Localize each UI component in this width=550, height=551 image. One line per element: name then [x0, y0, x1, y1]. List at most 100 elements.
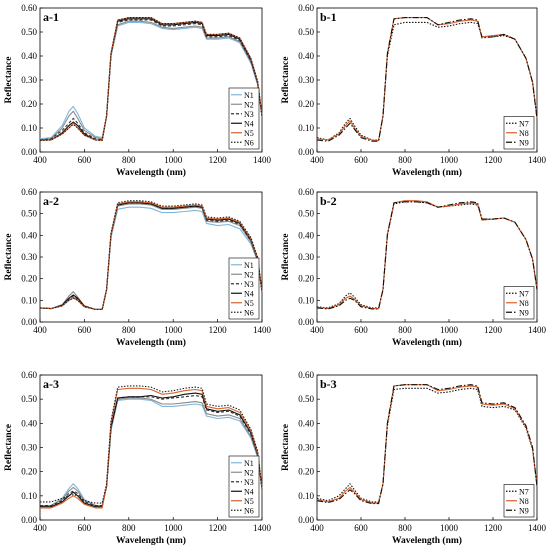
y-tick-label: 0.30	[21, 252, 37, 262]
y-tick-label: 0.00	[298, 317, 314, 327]
y-tick-label: 0.20	[298, 274, 314, 284]
series-line-N6	[39, 200, 263, 310]
y-tick-label: 0.10	[21, 123, 37, 133]
y-tick-label: 0.20	[21, 467, 37, 477]
legend-entry-N5: N5	[244, 497, 254, 506]
chart-panel-b-3: 400 600 800 1000 1200 1400 0.00 0.10 0.20 0.30 0.4…	[281, 370, 547, 546]
legend-entry-N8: N8	[519, 129, 529, 138]
y-axis-label: Reflectance	[281, 424, 291, 471]
y-tick-label: 0.40	[298, 51, 314, 61]
series-line-N3	[39, 19, 263, 141]
series-line-N9	[316, 201, 538, 310]
x-tick-label: 400	[33, 155, 47, 165]
series-line-N5	[39, 201, 263, 310]
x-tick-label: 1200	[209, 325, 228, 335]
series-line-N4	[40, 18, 263, 141]
y-axis-label: Reflectance	[281, 234, 291, 281]
series-line-N2	[40, 397, 263, 507]
x-tick-label: 600	[78, 325, 92, 335]
x-axis-label: Wavelength (nm)	[392, 535, 462, 546]
x-tick-label: 800	[122, 523, 136, 533]
legend-box	[228, 257, 260, 320]
series-line-N3	[40, 394, 263, 507]
chart-panel-a-2: 400 600 800 1000 1200 1400 0.00 0.10 0.20 0.30 0.4…	[4, 187, 272, 348]
x-tick-label: 1400	[528, 523, 547, 533]
chart-panel-a-1: 400 600 800 1000 1200 1400 0.00 0.10 0.20 0.30 0.4…	[4, 3, 272, 178]
y-tick-label: 0.40	[21, 51, 37, 61]
panel-label: a-2	[43, 194, 59, 208]
y-tick-label: 0.00	[298, 515, 314, 525]
legend-entry-N2: N2	[244, 468, 254, 477]
x-tick-label: 1200	[209, 155, 228, 165]
y-tick-label: 0.30	[21, 443, 37, 453]
x-tick-label: 600	[354, 523, 368, 533]
plot-frame	[39, 374, 263, 521]
series-line-N7	[316, 201, 538, 309]
legend-entry-N5: N5	[244, 299, 254, 308]
plot-frame	[39, 7, 263, 153]
y-tick-label: 0.00	[21, 147, 37, 157]
x-tick-label: 1000	[440, 523, 459, 533]
x-tick-label: 400	[33, 325, 47, 335]
y-tick-label: 0.10	[298, 123, 314, 133]
legend-entry-N2: N2	[244, 100, 254, 109]
y-tick-label: 0.10	[298, 295, 314, 305]
y-tick-label: 0.00	[21, 317, 37, 327]
y-tick-label: 0.30	[298, 443, 314, 453]
legend-box	[503, 484, 535, 518]
y-tick-label: 0.10	[21, 295, 37, 305]
series-line-N5	[40, 387, 263, 509]
y-tick-label: 0.50	[298, 394, 314, 404]
y-axis-label: Reflectance	[4, 234, 14, 281]
y-axis-label: Reflectance	[4, 424, 14, 471]
legend-entry-N6: N6	[244, 506, 254, 515]
y-tick-label: 0.20	[298, 467, 314, 477]
x-tick-label: 800	[398, 523, 412, 533]
legend-entry-N8: N8	[519, 299, 529, 308]
x-tick-label: 1400	[253, 523, 272, 533]
legend-entry-N6: N6	[244, 138, 254, 147]
y-tick-label: 0.00	[21, 515, 37, 525]
y-tick-label: 0.50	[298, 27, 314, 37]
x-tick-label: 1400	[253, 325, 272, 335]
y-tick-label: 0.30	[21, 75, 37, 85]
legend-box	[228, 455, 260, 518]
x-tick-label: 1200	[484, 523, 503, 533]
chart-panel-a-3: 400 600 800 1000 1200 1400 0.00 0.10 0.20 0.30 0.4…	[4, 370, 272, 546]
x-tick-label: 1000	[164, 155, 183, 165]
x-tick-label: 400	[310, 523, 324, 533]
y-axis-label: Reflectance	[281, 57, 291, 104]
x-tick-label: 1200	[209, 523, 228, 533]
x-axis-label: Wavelength (nm)	[392, 337, 462, 348]
x-tick-label: 800	[398, 325, 412, 335]
y-tick-label: 0.50	[21, 394, 37, 404]
y-tick-label: 0.60	[298, 187, 314, 197]
x-axis-label: Wavelength (nm)	[116, 337, 186, 348]
x-tick-label: 600	[78, 523, 92, 533]
series-line-N9	[316, 384, 538, 505]
legend-entry-N5: N5	[244, 129, 254, 138]
y-tick-label: 0.10	[298, 491, 314, 501]
y-tick-label: 0.20	[21, 274, 37, 284]
x-tick-label: 1400	[528, 325, 547, 335]
legend-entry-N3: N3	[244, 280, 254, 289]
x-tick-label: 1200	[484, 325, 503, 335]
y-tick-label: 0.60	[21, 3, 37, 13]
legend-entry-N9: N9	[519, 138, 529, 147]
series-line-N2	[39, 203, 263, 310]
series-line-N7	[316, 387, 538, 503]
legend-entry-N3: N3	[244, 478, 254, 487]
y-tick-label: 0.00	[298, 147, 314, 157]
y-tick-label: 0.60	[21, 370, 37, 380]
y-tick-label: 0.30	[298, 252, 314, 262]
legend-entry-N3: N3	[244, 110, 254, 119]
series-line-N2	[39, 20, 263, 141]
y-tick-label: 0.50	[298, 209, 314, 219]
legend-entry-N9: N9	[519, 308, 529, 317]
x-tick-label: 400	[33, 523, 47, 533]
